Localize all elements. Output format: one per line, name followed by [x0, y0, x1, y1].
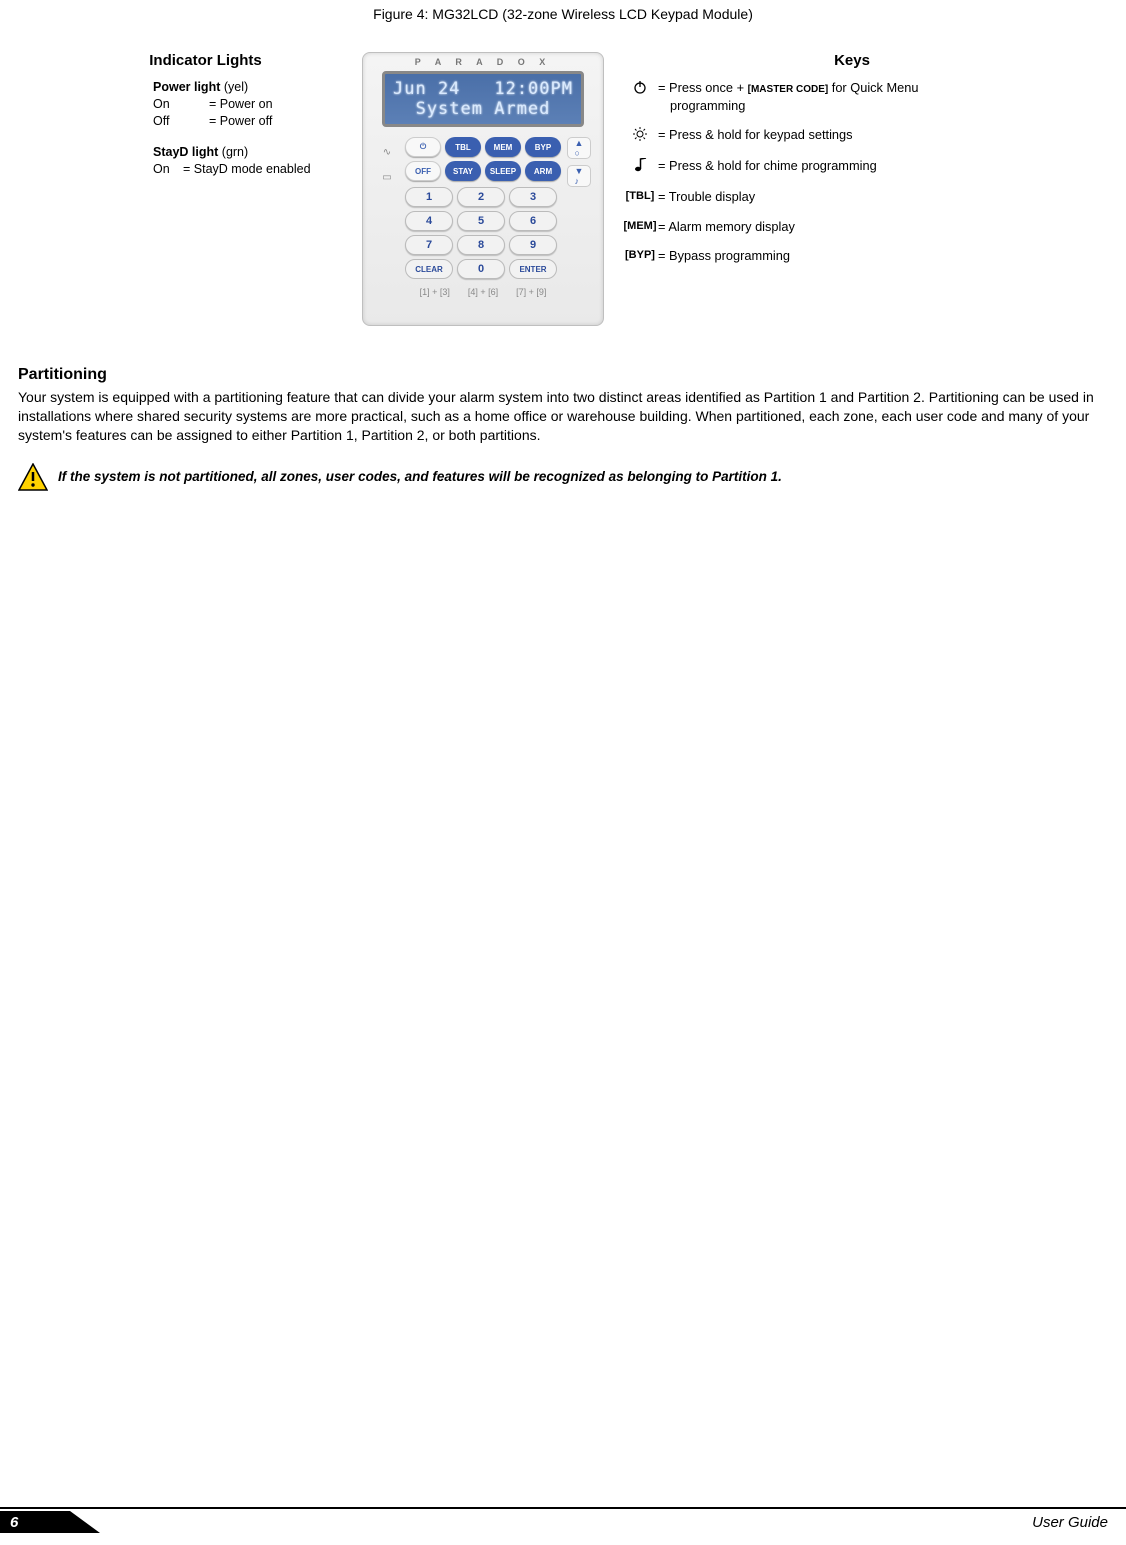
power-state-off: Off: [153, 113, 209, 130]
indicator-lights-heading: Indicator Lights: [63, 52, 348, 69]
page-number: 6: [0, 1511, 70, 1533]
power-row-on: On = Power on: [153, 96, 348, 113]
keypad-column: P A R A D O X Jun 24 12:00PM System Arme…: [348, 52, 618, 326]
stayd-light-color: (grn): [222, 145, 248, 159]
num-6[interactable]: 6: [509, 211, 557, 231]
lcd-date: Jun 24: [393, 79, 460, 99]
num-4[interactable]: 4: [405, 211, 453, 231]
lcd-time: 12:00PM: [494, 79, 573, 99]
warning-text: If the system is not partitioned, all zo…: [58, 463, 782, 484]
num-8[interactable]: 8: [457, 235, 505, 255]
key-chime-text: = Press & hold for chime programming: [658, 157, 1108, 174]
sleep-key[interactable]: SLEEP: [485, 161, 521, 181]
button-cluster: ⏻ TBL MEM BYP OFF STAY SLEEP ARM 1 2 3 4: [405, 137, 561, 279]
partitioning-section: Partitioning Your system is equipped wit…: [0, 366, 1126, 491]
key-row-tbl: [TBL] = Trouble display: [622, 188, 1108, 205]
mem-label: [MEM]: [624, 219, 657, 234]
num-0[interactable]: 0: [457, 259, 505, 279]
stay-key[interactable]: STAY: [445, 161, 481, 181]
power-light-color: (yel): [224, 80, 248, 94]
figure-title: Figure 4: MG32LCD (32-zone Wireless LCD …: [0, 0, 1126, 22]
byp-key[interactable]: BYP: [525, 137, 561, 157]
footer-guide: User Guide: [120, 1511, 1126, 1533]
arm-key[interactable]: ARM: [525, 161, 561, 181]
tbl-key[interactable]: TBL: [445, 137, 481, 157]
num-5[interactable]: 5: [457, 211, 505, 231]
mem-key[interactable]: MEM: [485, 137, 521, 157]
keys-heading: Keys: [622, 52, 1082, 69]
sun-icon: [633, 127, 647, 145]
figure-columns: Indicator Lights Power light (yel) On = …: [0, 52, 1126, 326]
power-light-block: Power light (yel) On = Power on Off = Po…: [153, 79, 348, 130]
panic-2: [4] + [6]: [468, 287, 498, 297]
num-7[interactable]: 7: [405, 235, 453, 255]
lcd-screen: Jun 24 12:00PM System Armed: [382, 71, 584, 127]
enter-key[interactable]: ENTER: [509, 259, 557, 279]
clear-key[interactable]: CLEAR: [405, 259, 453, 279]
key-row-byp: [BYP] = Bypass programming: [622, 247, 1108, 264]
stayd-row-on: On = StayD mode enabled: [153, 161, 348, 178]
ac-icon: ∿: [383, 147, 391, 158]
battery-icon: ▭: [382, 172, 391, 183]
num-9[interactable]: 9: [509, 235, 557, 255]
stayd-desc-on: = StayD mode enabled: [183, 161, 311, 178]
indicator-lights-column: Indicator Lights Power light (yel) On = …: [18, 52, 348, 326]
warning-icon: [18, 463, 48, 491]
power-key[interactable]: ⏻: [405, 137, 441, 157]
arrow-down[interactable]: ▼♪: [567, 165, 591, 187]
arrow-keys: ▲○ ▼♪: [567, 137, 591, 279]
panic-3: [7] + [9]: [516, 287, 546, 297]
key-row-settings: = Press & hold for keypad settings: [622, 126, 1108, 145]
device-brand: P A R A D O X: [415, 57, 552, 67]
left-indicator-icons: ∿ ▭: [375, 137, 399, 279]
power-icon: [633, 80, 647, 98]
note-icon: [634, 158, 647, 176]
footer-rule: [0, 1507, 1126, 1509]
key-mem-text: = Alarm memory display: [658, 218, 1108, 235]
tbl-label: [TBL]: [626, 189, 655, 204]
key-row-mem: [MEM] = Alarm memory display: [622, 218, 1108, 235]
power-desc-on: = Power on: [209, 96, 273, 113]
page-number-wrap: 6: [0, 1511, 120, 1533]
partitioning-body: Your system is equipped with a partition…: [18, 388, 1108, 445]
key-row-power: = Press once + [MASTER CODE] for Quick M…: [622, 79, 1108, 114]
key-tbl-text: = Trouble display: [658, 188, 1108, 205]
panic-legend: [1] + [3] [4] + [6] [7] + [9]: [420, 287, 547, 297]
partitioning-heading: Partitioning: [18, 366, 1108, 384]
panic-1: [1] + [3]: [420, 287, 450, 297]
keys-column: Keys = Press once + [MASTER CODE] for Qu…: [618, 52, 1108, 326]
num-2[interactable]: 2: [457, 187, 505, 207]
key-row-chime: = Press & hold for chime programming: [622, 157, 1108, 176]
key-power-text1: = Press once +: [658, 80, 748, 95]
stayd-state-on: On: [153, 161, 183, 178]
warning-row: If the system is not partitioned, all zo…: [18, 463, 1108, 491]
page-footer: 6 User Guide: [0, 1507, 1126, 1533]
power-light-title: Power light: [153, 80, 220, 94]
power-state-on: On: [153, 96, 209, 113]
key-settings-text: = Press & hold for keypad settings: [658, 126, 1108, 143]
num-3[interactable]: 3: [509, 187, 557, 207]
arrow-up[interactable]: ▲○: [567, 137, 591, 159]
stayd-light-block: StayD light (grn) On = StayD mode enable…: [153, 144, 348, 178]
lcd-status: System Armed: [393, 99, 573, 119]
keypad-device: P A R A D O X Jun 24 12:00PM System Arme…: [362, 52, 604, 326]
stayd-light-title: StayD light: [153, 145, 218, 159]
power-desc-off: = Power off: [209, 113, 272, 130]
key-power-bold: [MASTER CODE]: [748, 84, 829, 95]
key-power-text3: programming: [658, 97, 1108, 114]
num-1[interactable]: 1: [405, 187, 453, 207]
power-row-off: Off = Power off: [153, 113, 348, 130]
off-key[interactable]: OFF: [405, 161, 441, 181]
key-power-text2: for Quick Menu: [828, 80, 918, 95]
byp-label: [BYP]: [625, 248, 655, 263]
key-byp-text: = Bypass programming: [658, 247, 1108, 264]
